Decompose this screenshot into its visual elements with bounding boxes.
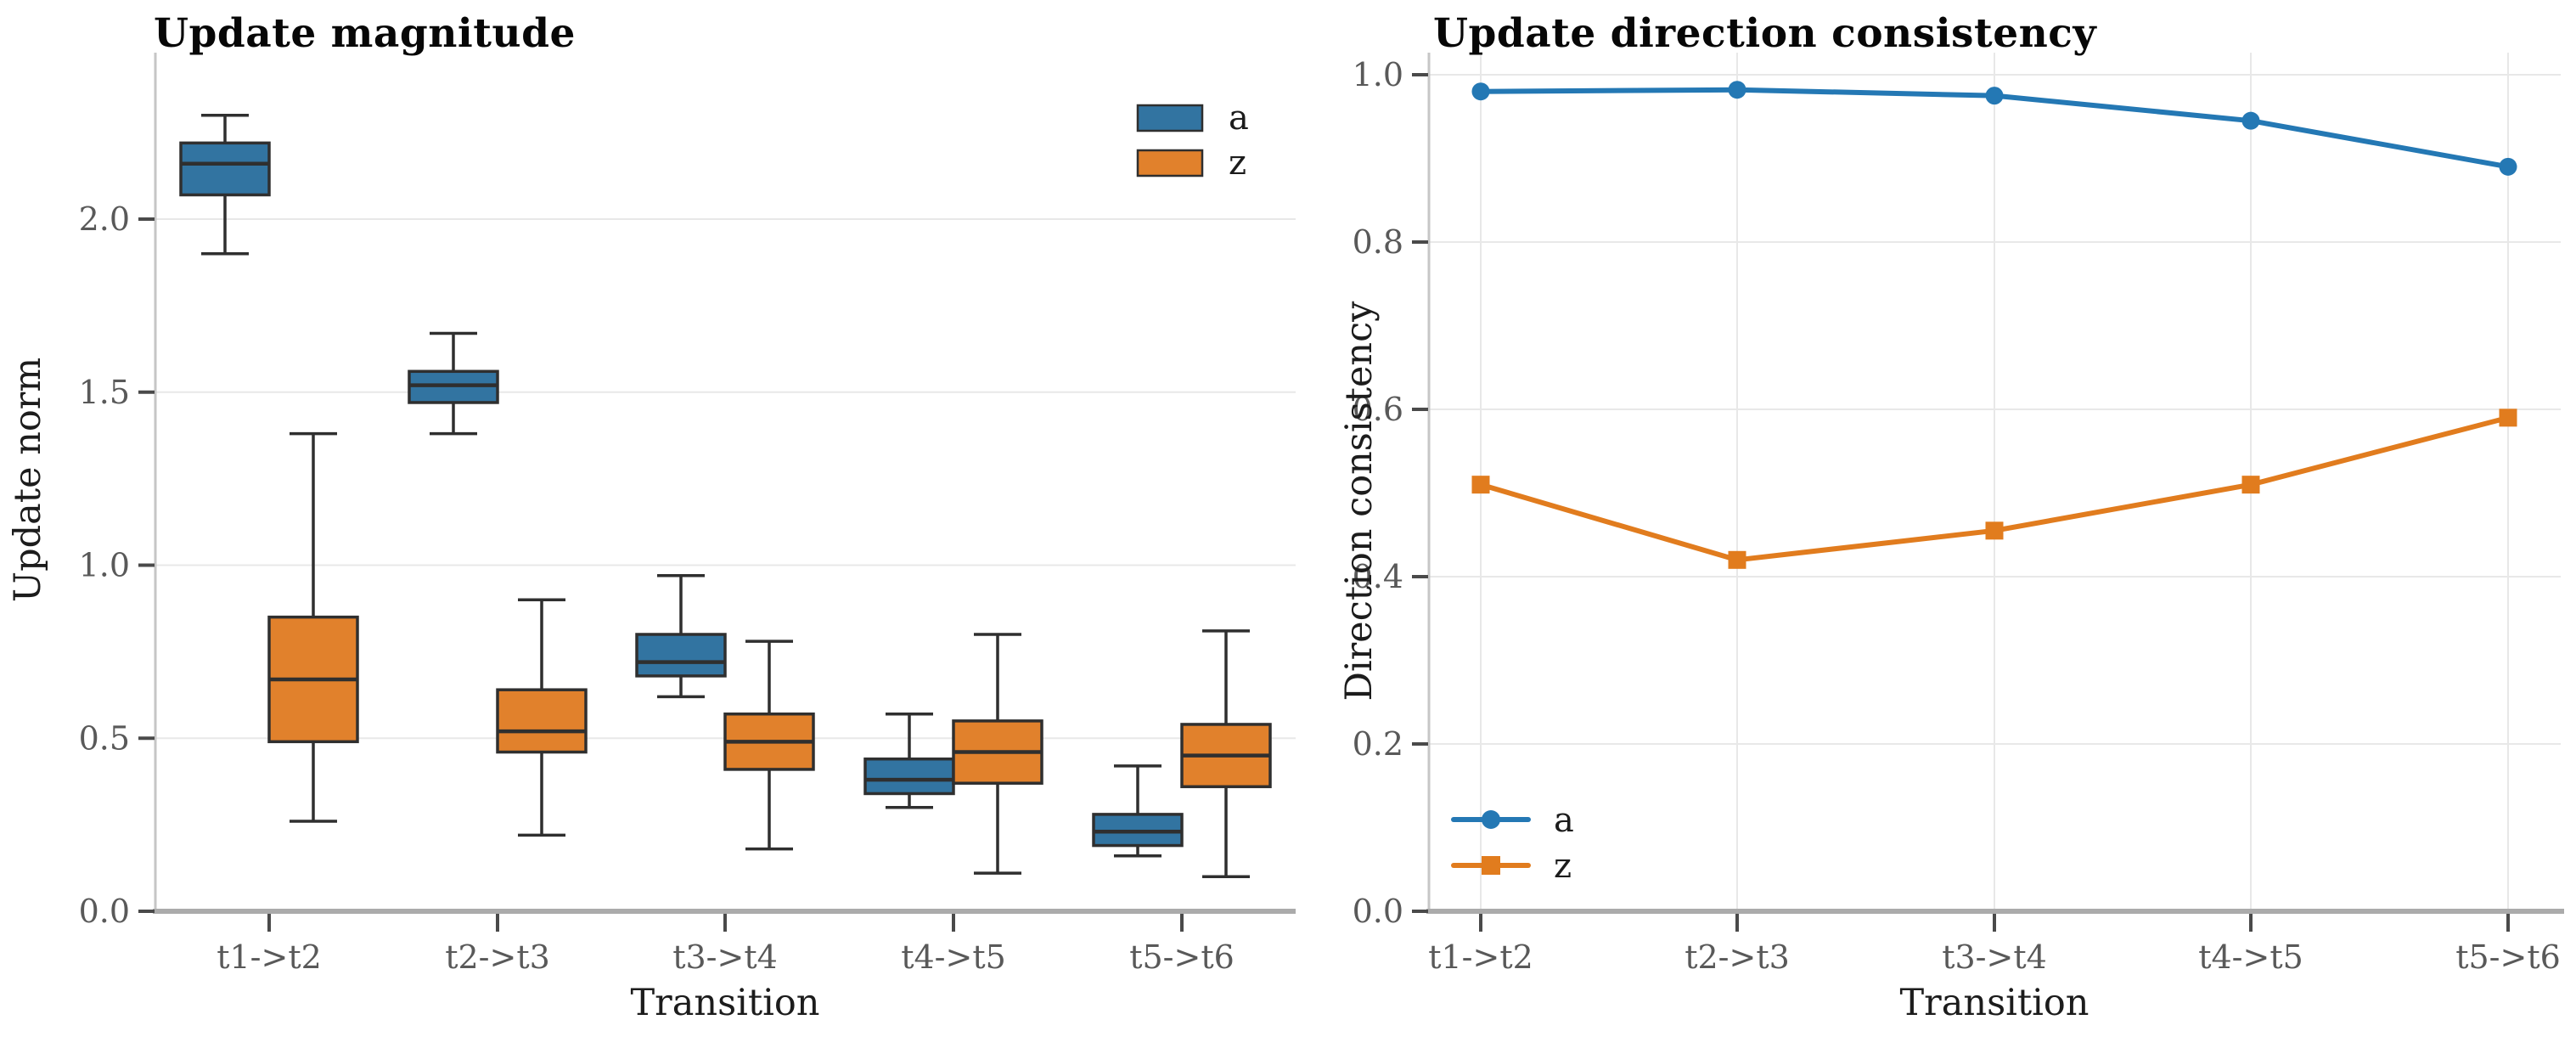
point-a-t1->t2	[1471, 82, 1490, 101]
y-tick-label: 0.2	[1353, 725, 1403, 763]
x-tick-label: t1->t2	[217, 938, 322, 976]
legend-label-z: z	[1229, 144, 1246, 183]
y-tick-label: 0.0	[79, 893, 130, 930]
y-tick-label: 2.0	[79, 200, 130, 238]
legend-label-a: a	[1229, 99, 1249, 138]
point-z-t3->t4	[1985, 521, 2004, 540]
right-chart-title: Update direction consistency	[1433, 10, 2097, 57]
legend-label-a: a	[1554, 801, 1574, 840]
y-tick-label: 0.4	[1353, 558, 1403, 595]
y-tick-label: 0.0	[1353, 893, 1403, 930]
point-z-t5->t6	[2499, 408, 2517, 427]
right-y-axis-label: Direction consistency	[1338, 301, 1381, 701]
x-tick-label: t4->t5	[2198, 938, 2303, 976]
y-tick-label: 0.8	[1353, 223, 1403, 261]
point-z-t1->t2	[1471, 476, 1490, 494]
right-x-axis-label: Transition	[1899, 982, 2089, 1024]
point-z-t2->t3	[1728, 550, 1746, 569]
legend-marker-z	[1482, 856, 1500, 875]
point-a-t2->t3	[1728, 81, 1746, 99]
x-tick-label: t5->t6	[2455, 938, 2561, 976]
legend-swatch-a	[1136, 104, 1204, 132]
legend-swatch-z	[1136, 149, 1204, 177]
y-tick-label: 1.5	[79, 374, 130, 411]
point-a-t3->t4	[1985, 87, 2004, 105]
y-tick-label: 0.6	[1353, 391, 1403, 428]
point-z-t4->t5	[2241, 476, 2260, 494]
box-z-t2->t3	[496, 688, 588, 754]
point-a-t5->t6	[2499, 157, 2517, 176]
y-tick-label: 1.0	[79, 547, 130, 584]
left-x-axis-label: Transition	[630, 982, 820, 1024]
legend-marker-a	[1482, 810, 1500, 829]
x-tick-label: t1->t2	[1428, 938, 1533, 976]
left-y-axis-label: Update norm	[7, 357, 49, 603]
left-chart-title: Update magnitude	[154, 10, 576, 57]
x-tick-label: t5->t6	[1129, 938, 1235, 976]
x-tick-label: t4->t5	[901, 938, 1006, 976]
y-tick-label: 0.5	[79, 719, 130, 757]
x-tick-label: t3->t4	[1942, 938, 2047, 976]
box-a-t1->t2	[179, 141, 271, 197]
point-a-t4->t5	[2241, 111, 2260, 130]
x-tick-label: t2->t3	[1685, 938, 1790, 976]
y-tick-label: 1.0	[1353, 56, 1403, 93]
x-tick-label: t2->t3	[445, 938, 550, 976]
box-a-t3->t4	[635, 633, 727, 678]
box-a-t4->t5	[863, 757, 955, 796]
legend-label-z: z	[1554, 847, 1572, 886]
x-tick-label: t3->t4	[672, 938, 778, 976]
